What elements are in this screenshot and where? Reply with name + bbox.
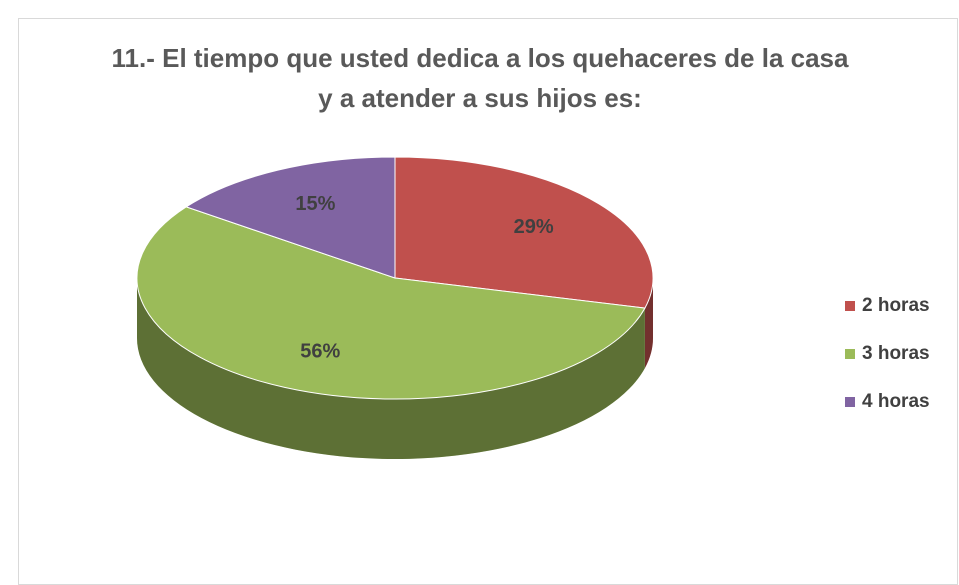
legend-label: 2 horas [862,295,930,316]
slice-side [644,278,653,369]
data-label: 56% [300,341,340,363]
legend-swatch [845,349,855,359]
legend-swatch [845,397,855,407]
legend-label: 4 horas [862,391,930,412]
slice [394,156,654,309]
data-label: 15% [295,193,335,215]
slice [136,206,646,400]
slice-side-shade [137,278,645,459]
data-label: 29% [514,216,554,238]
legend-label: 3 horas [862,343,930,364]
legend-swatch [845,301,855,311]
slice-side-shade [644,278,653,369]
slice-side [137,278,645,459]
chart-title: 11.- El tiempo que usted dedica a los qu… [111,43,849,113]
slice [185,156,396,279]
